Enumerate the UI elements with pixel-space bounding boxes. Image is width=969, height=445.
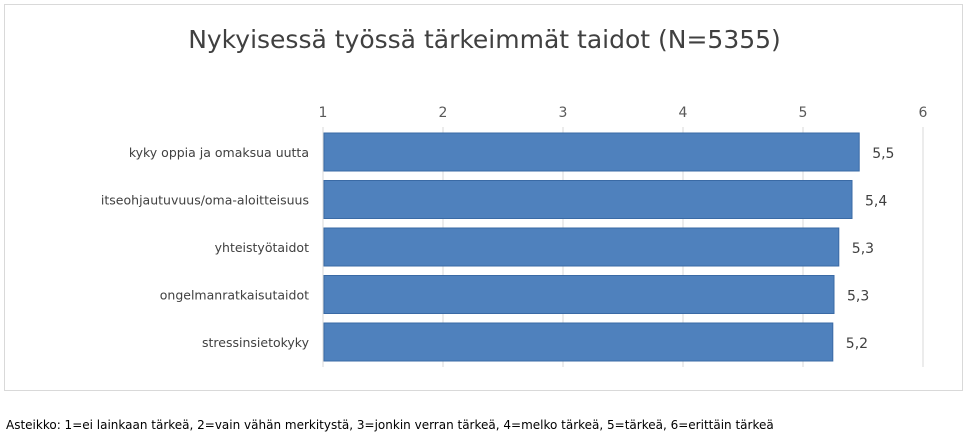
x-tick-label: 5 bbox=[799, 105, 808, 121]
x-tick-label: 6 bbox=[919, 105, 928, 121]
category-label: yhteistyötaidot bbox=[215, 240, 309, 255]
bar bbox=[323, 132, 860, 172]
data-label: 5,4 bbox=[865, 194, 887, 210]
chart-title: Nykyisessä työssä tärkeimmät taidot (N=5… bbox=[188, 25, 781, 54]
category-label: ongelmanratkaisutaidot bbox=[160, 288, 309, 303]
chart-frame: Nykyisessä työssä tärkeimmät taidot (N=5… bbox=[4, 4, 963, 391]
category-label: itseohjautuvuus/oma-aloitteisuus bbox=[101, 193, 309, 208]
x-tick-label: 4 bbox=[679, 105, 688, 121]
scale-footnote: Asteikko: 1=ei lainkaan tärkeä, 2=vain v… bbox=[6, 418, 774, 432]
data-label: 5,3 bbox=[852, 241, 874, 257]
bar bbox=[323, 322, 834, 362]
data-label: 5,2 bbox=[846, 336, 868, 352]
category-label: kyky oppia ja omaksua uutta bbox=[129, 145, 309, 160]
bar bbox=[323, 180, 853, 219]
bar bbox=[323, 227, 840, 267]
chart-plot: 1 2 3 4 5 6 kyky oppia ja omaksua uutta 5,5 itse… bbox=[101, 105, 928, 367]
data-label: 5,5 bbox=[872, 146, 894, 162]
data-label: 5,3 bbox=[847, 289, 869, 305]
x-tick-label: 1 bbox=[319, 105, 328, 121]
x-tick-label: 3 bbox=[559, 105, 568, 121]
bar bbox=[323, 275, 835, 314]
category-label: stressinsietokyky bbox=[202, 335, 310, 350]
x-tick-label: 2 bbox=[439, 105, 448, 121]
